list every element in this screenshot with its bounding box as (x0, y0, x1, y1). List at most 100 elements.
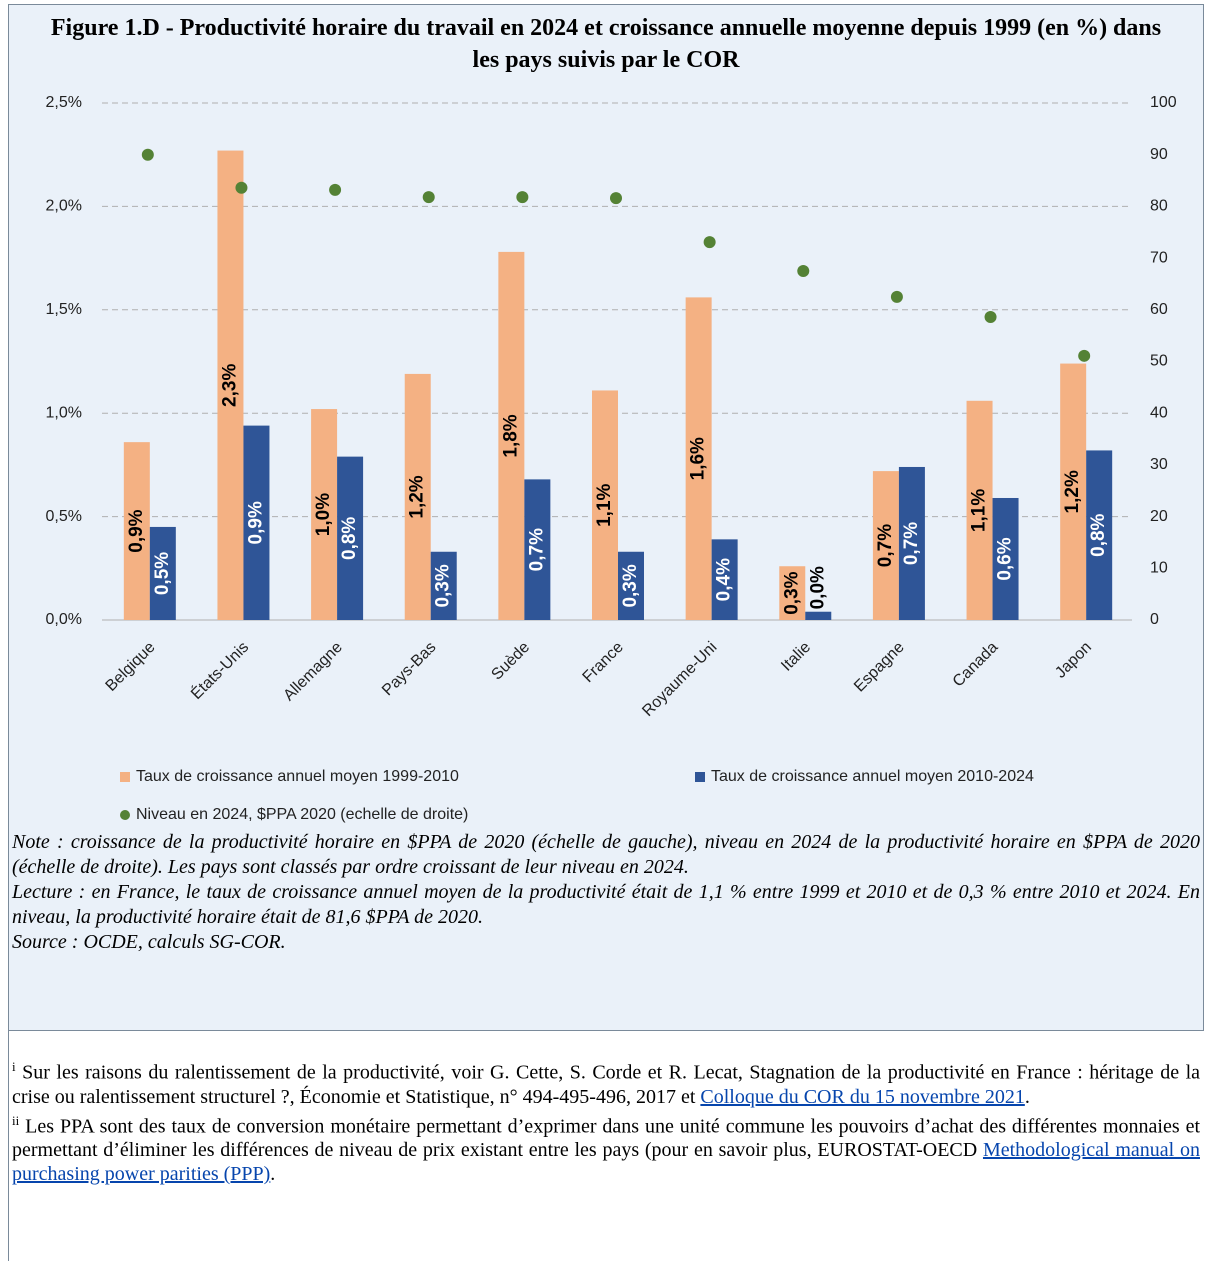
bar (404, 373, 431, 620)
bar (311, 409, 338, 620)
bar (498, 251, 525, 620)
dot (1078, 349, 1091, 362)
data-label: 0,7% (875, 524, 896, 567)
data-label: 0,5% (152, 552, 173, 595)
bar (1060, 363, 1087, 620)
data-label: 2,3% (219, 364, 240, 407)
x-tick-label: Suède (488, 639, 533, 684)
legend-marker (695, 772, 705, 782)
bar (872, 471, 899, 620)
y2-tick-label: 70 (1150, 249, 1168, 266)
x-tick-label: Italie (778, 639, 814, 675)
y2-tick-label: 30 (1150, 456, 1168, 473)
y2-tick-label: 40 (1150, 404, 1168, 421)
y2-tick-label: 60 (1150, 301, 1168, 318)
footnote-tail: . (270, 1163, 276, 1186)
dot (610, 192, 622, 205)
dot (890, 290, 903, 303)
legend-marker (120, 810, 130, 820)
bar (592, 390, 618, 620)
legend-label: Niveau en 2024, $PPA 2020 (echelle de dr… (136, 806, 468, 823)
footnote-link[interactable]: Colloque du COR du 15 novembre 2021 (700, 1085, 1025, 1108)
bar (243, 425, 270, 620)
dot (422, 191, 435, 204)
footnotes: i Sur les raisons du ralentissement de l… (12, 1055, 1200, 1186)
note: Note : croissance de la productivité hor… (12, 831, 1200, 878)
bar (779, 566, 806, 620)
y-tick-label: 1,0% (46, 404, 82, 421)
bar (618, 551, 644, 620)
bar (123, 442, 150, 620)
data-label: 1,0% (313, 493, 334, 536)
data-label: 1,1% (969, 489, 990, 532)
footnote-link[interactable]: Methodological manual on purchasing powe… (12, 1139, 1200, 1186)
legend-label: Taux de croissance annuel moyen 2010-202… (711, 768, 1034, 785)
footnote-marker: ii (12, 1112, 20, 1128)
x-tick-label: Espagne (851, 639, 908, 696)
y-tick-label: 0,0% (46, 611, 82, 628)
dot (703, 236, 716, 249)
notes: Note : croissance de la productivité hor… (12, 830, 1200, 955)
data-label: 1,2% (1062, 470, 1083, 513)
y2-tick-label: 20 (1150, 508, 1168, 525)
footnote-marker: i (12, 1059, 16, 1074)
data-label: 1,8% (500, 414, 521, 457)
data-label: 0,6% (995, 537, 1016, 580)
bar (992, 497, 1019, 620)
y-tick-label: 1,5% (46, 301, 82, 318)
y-tick-label: 2,5% (46, 94, 82, 111)
footnote-text: Sur les raisons du ralentissement de la … (12, 1061, 1201, 1108)
bar (1086, 450, 1113, 620)
bar (430, 551, 457, 620)
x-tick-label: France (580, 639, 627, 686)
bar (966, 400, 993, 620)
data-label: 0,7% (901, 522, 922, 565)
legend-marker (120, 772, 130, 782)
data-label: 1,2% (407, 475, 428, 518)
y2-tick-label: 90 (1150, 146, 1168, 163)
chart-title: Figure 1.D - Productivité horaire du tra… (50, 15, 1162, 73)
bar (149, 526, 176, 620)
legend-label: Taux de croissance annuel moyen 1999-201… (136, 768, 459, 785)
x-tick-label: Royaume-Uni (639, 639, 720, 720)
data-label: 0,7% (526, 528, 547, 571)
footnote: i Sur les raisons du ralentissement de l… (12, 1055, 1200, 1109)
data-label: 1,6% (688, 437, 709, 480)
y2-tick-label: 100 (1150, 94, 1177, 111)
chart: 0,0% 0,5% 1,0% 1,5% 2,0% 2,5% 0 10 20 30 40 50 60 70 8… (46, 94, 1177, 823)
data-label: 0,4% (714, 558, 735, 601)
data-label: 0,0% (807, 566, 828, 609)
data-label: 1,1% (594, 483, 615, 526)
data-label: 0,9% (126, 509, 147, 552)
footnote: ii Les PPA sont des taux de conversion m… (12, 1109, 1200, 1187)
bar (711, 539, 738, 620)
bar (898, 466, 925, 620)
dot (516, 191, 529, 204)
y-tick-label: 0,5% (46, 508, 82, 525)
dot (797, 265, 810, 278)
dot (141, 148, 154, 161)
lecture: Lecture : en France, le taux de croissan… (12, 881, 1200, 928)
y2-tick-label: 0 (1150, 611, 1159, 628)
y2-tick-label: 50 (1150, 353, 1168, 370)
footnote-tail: . (1024, 1085, 1030, 1108)
x-tick-label: États-Unis (187, 637, 253, 703)
y2-tick-label: 80 (1150, 198, 1168, 215)
x-tick-label: Belgique (103, 639, 159, 695)
dot (984, 311, 997, 324)
x-tick-label: Japon (1052, 639, 1095, 682)
source: Source : OCDE, calculs SG-COR. (12, 931, 286, 953)
y2-tick-label: 10 (1150, 560, 1168, 577)
data-label: 0,3% (433, 564, 454, 607)
dot (235, 181, 248, 194)
bar (217, 150, 244, 620)
border (8, 1030, 9, 1261)
data-label: 0,8% (339, 517, 360, 560)
bar (805, 611, 832, 620)
x-tick-label: Allemagne (280, 639, 346, 705)
bar (685, 297, 712, 620)
data-label: 0,8% (1088, 513, 1109, 556)
data-label: 0,9% (245, 501, 266, 544)
bar (337, 456, 364, 620)
